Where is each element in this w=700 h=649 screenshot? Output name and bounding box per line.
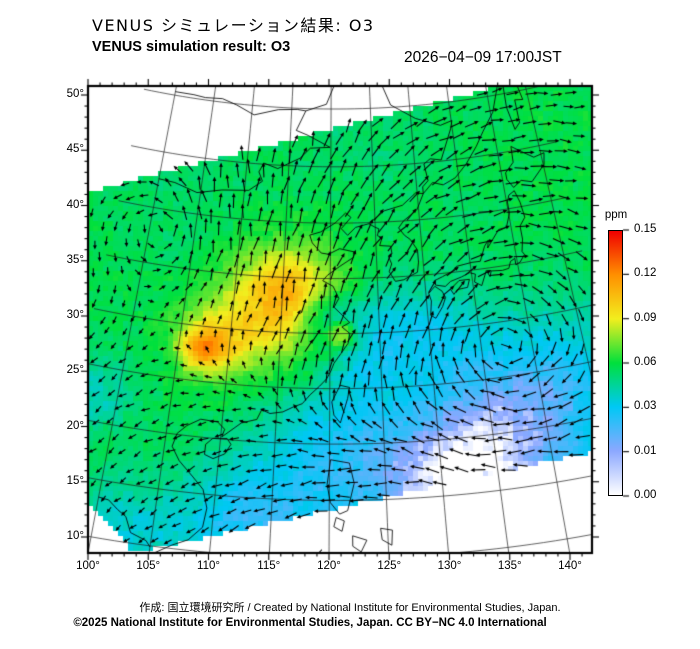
colorbar-tick-label: 0.12: [634, 267, 657, 280]
colorbar-tick-label: 0.03: [634, 400, 657, 413]
colorbar-tick-label: 0.01: [634, 444, 657, 457]
page-title-japanese: VENUS シミュレーション結果: O3: [92, 16, 375, 35]
page-title-english: VENUS simulation result: O3: [92, 39, 291, 55]
y-axis-tick-label: 40°: [66, 198, 84, 211]
colorbar-tick-label: 0.00: [634, 489, 657, 501]
y-axis-tick-label: 45°: [66, 143, 84, 156]
colorbar-tick-label: 0.09: [634, 311, 657, 324]
colorbar: [608, 230, 623, 496]
y-axis-tick-label: 35°: [66, 253, 84, 266]
x-axis-tick-label: 115°: [257, 560, 281, 572]
colorbar-unit-label: ppm: [604, 209, 628, 221]
y-axis-tick-label: 10°: [66, 530, 84, 542]
colorbar-tick-label: 0.15: [634, 223, 657, 235]
x-axis-tick-label: 130°: [437, 560, 462, 572]
y-axis-tick-label: 20°: [66, 419, 84, 432]
x-axis-tick-label: 105°: [136, 560, 161, 572]
attribution-line: 作成: 国立環境研究所 / Created by National Instit…: [139, 602, 561, 614]
x-axis-tick-label: 100°: [76, 560, 100, 572]
x-axis-tick-label: 125°: [377, 560, 402, 572]
timestamp-label: 2026−04−09 17:00JST: [404, 49, 562, 66]
x-axis-tick-label: 120°: [317, 560, 341, 572]
x-axis-tick-label: 110°: [197, 560, 220, 572]
y-axis-tick-label: 50°: [66, 88, 84, 100]
x-axis-tick-label: 140°: [558, 560, 582, 572]
copyright-line: ©2025 National Institute for Environment…: [73, 617, 547, 629]
x-axis-tick-label: 135°: [497, 560, 522, 572]
y-axis-tick-label: 30°: [66, 309, 84, 321]
y-axis-tick-label: 15°: [66, 474, 84, 487]
y-axis-tick-label: 25°: [66, 364, 84, 377]
colorbar-tick-label: 0.06: [634, 356, 657, 368]
